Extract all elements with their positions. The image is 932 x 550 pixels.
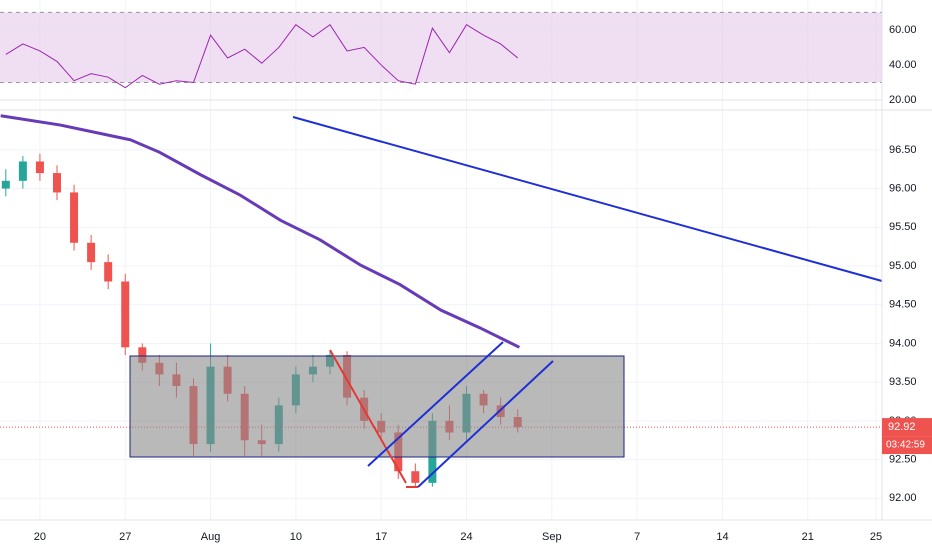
x-tick-label: 21 [802, 531, 814, 543]
y-tick-label: 96.50 [889, 144, 917, 156]
rsi-line [5, 23, 519, 89]
y-tick-label: 92.50 [889, 454, 917, 466]
x-tick-label: 7 [634, 531, 640, 543]
candle-body [87, 242, 96, 263]
candle-body [121, 281, 130, 348]
y-tick-label: 95.50 [889, 221, 917, 233]
drawings [129, 116, 883, 488]
x-tick-label: 27 [119, 531, 131, 543]
countdown-badge [882, 436, 932, 455]
candle-body [138, 347, 147, 363]
last-price-label: 92.92 [888, 421, 916, 433]
y-tick-label: 93.50 [889, 376, 917, 388]
x-tick-label: 20 [34, 531, 46, 543]
x-tick-label: Sep [542, 531, 562, 543]
range-box [129, 355, 625, 458]
countdown-label: 03:42:59 [886, 440, 925, 451]
y-tick-label: 95.00 [889, 260, 917, 272]
last-price-badge [882, 418, 932, 437]
candle-body [70, 192, 79, 243]
moving-average [0, 114, 521, 349]
y-tick-label: 94.50 [889, 299, 917, 311]
y-tick-label: 92.00 [889, 492, 917, 504]
x-tick-label: Aug [201, 531, 221, 543]
candle-body [52, 173, 61, 193]
y-tick-label: 96.00 [889, 182, 917, 194]
x-tick-label: 14 [716, 531, 728, 543]
y-tick-label: 60.00 [889, 24, 917, 36]
channel-line [417, 360, 554, 488]
x-tick-label: 24 [460, 531, 472, 543]
candle-body [35, 161, 44, 174]
candle-body [1, 180, 10, 189]
candle-body [104, 262, 113, 282]
trend-line [292, 116, 883, 282]
y-tick-label: 20.00 [889, 94, 917, 106]
trend-line [329, 349, 407, 484]
y-tick-label: 94.00 [889, 337, 917, 349]
candle-body [411, 471, 420, 483]
y-tick-label: 40.00 [889, 59, 917, 71]
x-tick-label: 10 [290, 531, 302, 543]
x-tick-label: 17 [375, 531, 387, 543]
candle-body [18, 161, 27, 181]
x-tick-label: 25 [870, 531, 882, 543]
channel-line [367, 341, 504, 467]
rsi-band [0, 12, 882, 83]
